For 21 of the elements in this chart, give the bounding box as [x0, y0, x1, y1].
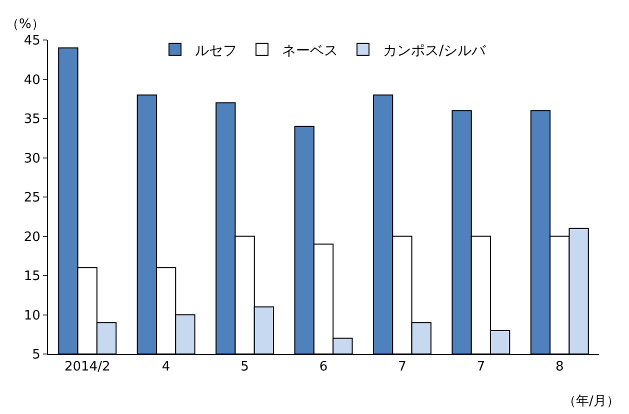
y-tick-label: 5 — [32, 348, 40, 363]
legend-label: カンポス/シルバ — [383, 42, 487, 59]
y-tick-label: 20 — [24, 230, 40, 245]
x-tick-label: 2014/2 — [64, 360, 110, 375]
x-tick-label: 6 — [319, 360, 328, 375]
x-tick-label: 4 — [162, 360, 170, 375]
x-tick-label: 5 — [240, 360, 249, 375]
y-tick-label: 25 — [24, 190, 40, 206]
x-tick-label: 8 — [556, 360, 564, 375]
y-tick-label: 35 — [24, 112, 40, 128]
y-tick-label: 30 — [24, 151, 40, 166]
x-tick-label: 7 — [476, 360, 486, 375]
y-axis-title: （%） — [6, 17, 44, 32]
y-tick-label: 10 — [24, 308, 40, 324]
x-axis-title: （年/月） — [563, 394, 620, 409]
y-tick-label: 45 — [24, 34, 40, 49]
legend-label: ネーベス — [282, 42, 338, 59]
y-tick-label: 40 — [24, 72, 40, 88]
x-tick-label: 7 — [398, 360, 406, 375]
legend-label: ルセフ — [195, 42, 237, 59]
y-tick-label: 15 — [24, 269, 40, 284]
